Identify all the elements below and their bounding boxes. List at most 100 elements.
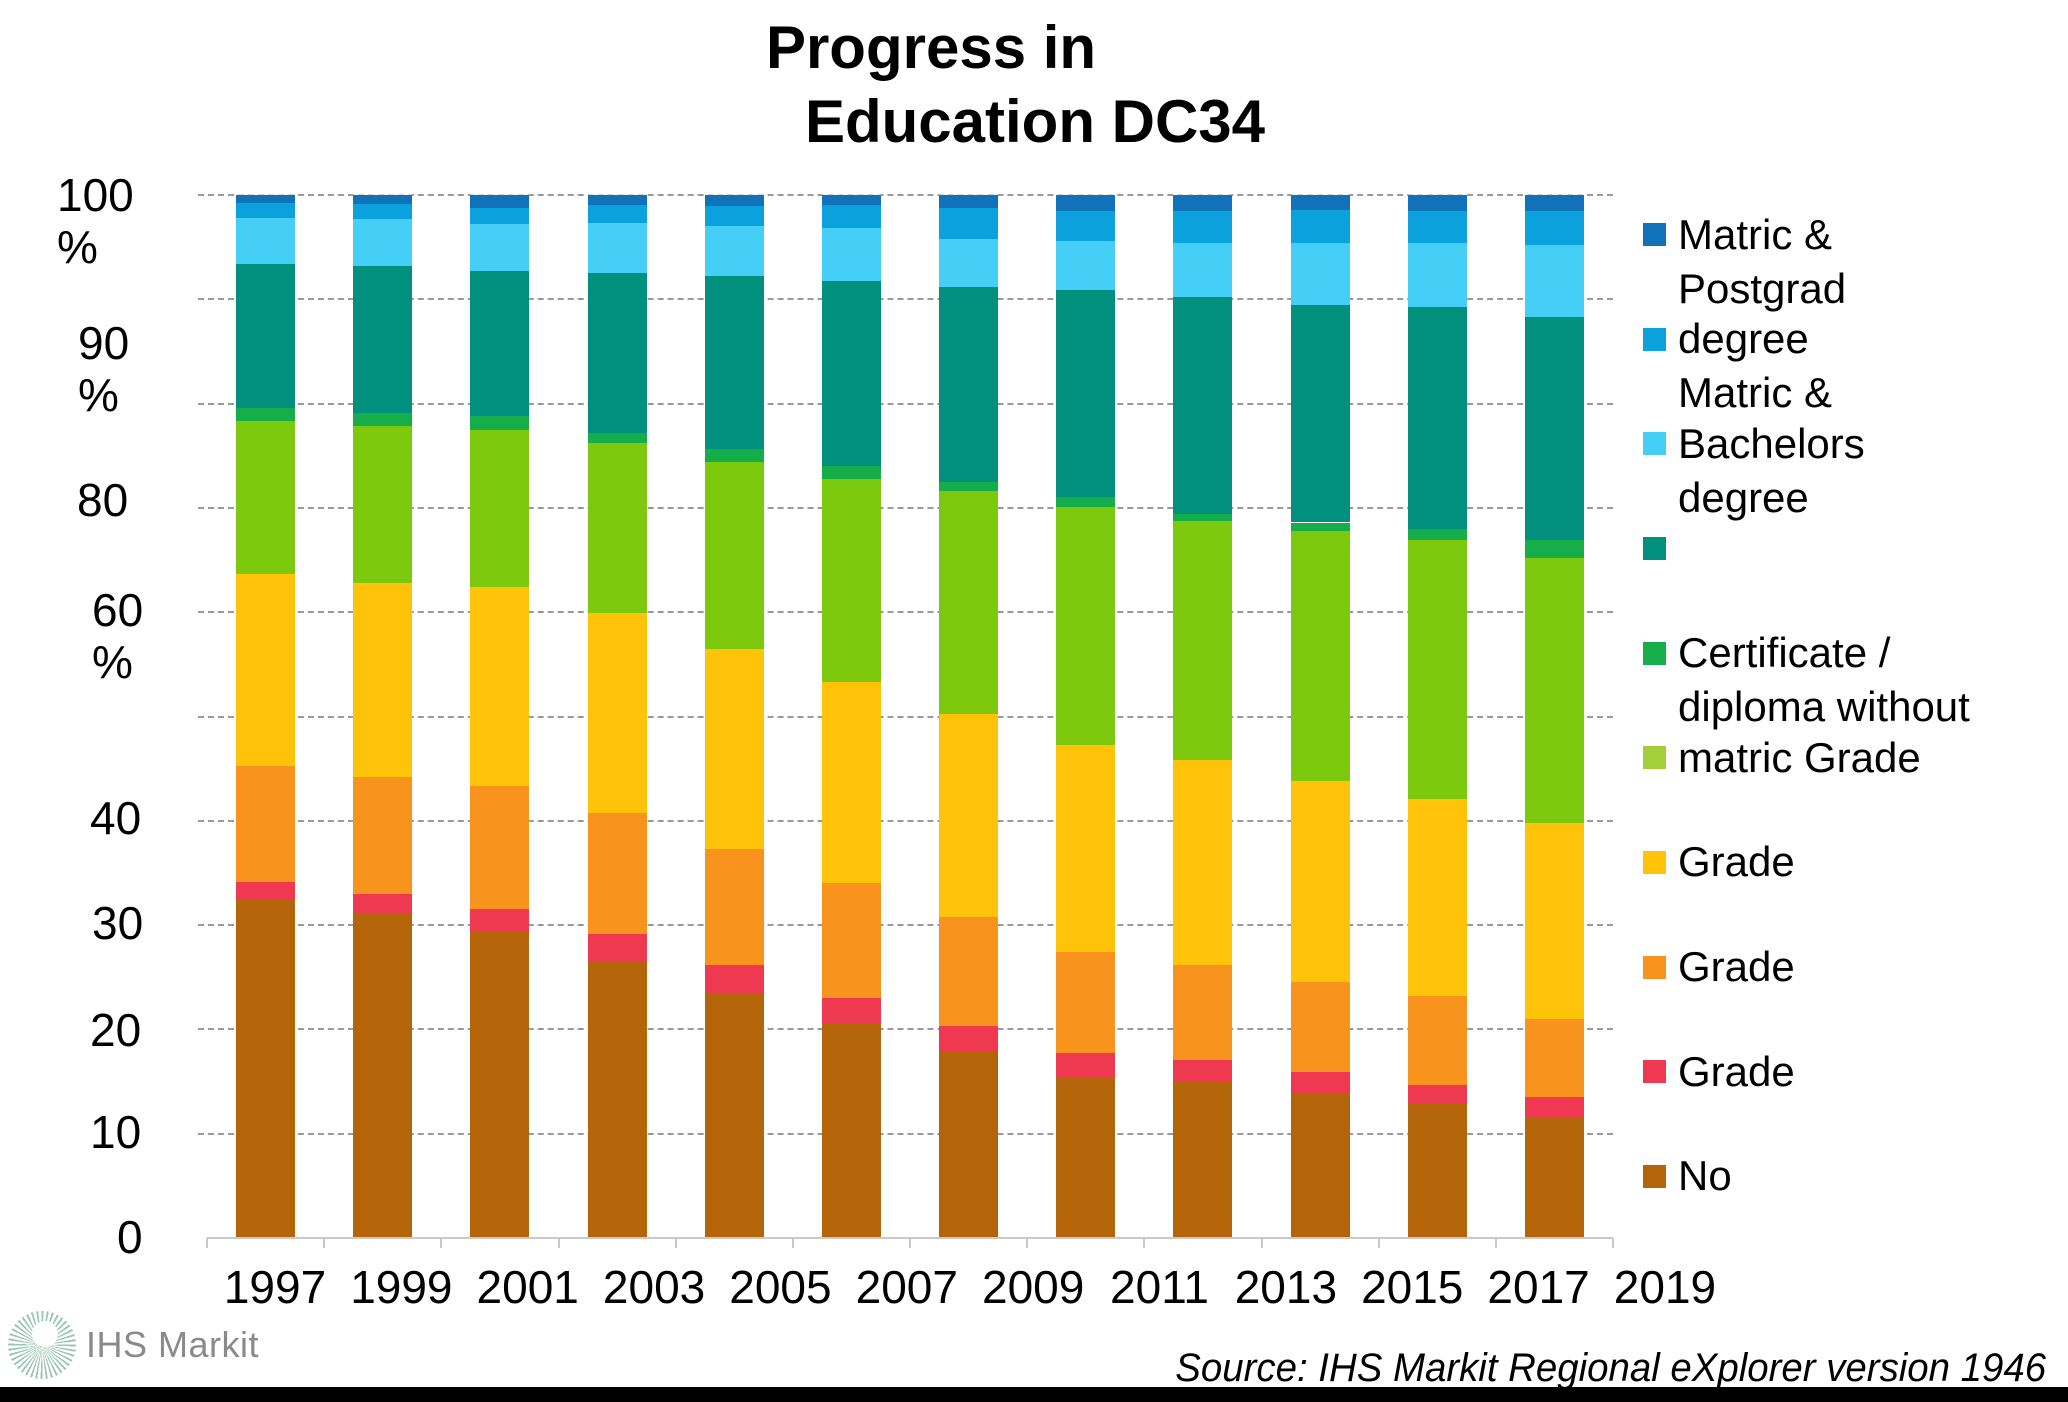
bar-segment-grade-orange [1290,982,1350,1073]
bar-segment-degree-matric [470,207,530,225]
bar-segment-teal-unlabeled [1290,304,1350,523]
bar-segment-matric_bachelors_degree [470,224,530,272]
bar-segment-grade-red [1407,1084,1467,1105]
bar-segment-grade-red [236,882,296,900]
legend-swatch [1643,955,1666,979]
gridline [198,1028,1613,1031]
bar-segment-no_schooling [1407,1104,1467,1238]
x-axis-label: 2011 [1110,1261,1209,1313]
bar-segment-matric_bachelors_degree [1407,242,1467,307]
bar-segment-grade-red [1290,1072,1350,1095]
bar-segment-certificate_diploma_without_matric [939,481,999,492]
gridline [198,924,1613,927]
legend-swatch [1643,1060,1666,1084]
bar-segment-matric_postgrad_degree [587,195,647,206]
bar-segment-degree-matric [821,205,881,229]
bar-segment-degree-matric [353,204,413,219]
x-axis-label: 1999 [350,1261,453,1313]
bar-segment-grade-red [1524,1097,1584,1117]
y-axis-label: 80 [77,474,129,526]
x-axis-label: 2005 [729,1261,832,1313]
bar-segment-matric_bachelors_degree [1056,240,1116,290]
bar-segment-teal-unlabeled [1407,306,1467,529]
bar-segment-grade-yellow [587,613,647,814]
bar-segment-matric_grade [1173,521,1233,761]
ihs-markit-logo-text: IHS Markit [86,1324,260,1365]
bar-segment-grade-red [1056,1053,1116,1078]
y-axis-label: 20 [90,1004,142,1056]
bar-segment-matric_postgrad_degree [470,195,530,208]
bar-segment-degree-matric [1056,210,1116,241]
x-axis-label: 2009 [981,1261,1085,1313]
legend-label: Bachelors degree [1678,419,1865,521]
bar-segment-certificate_diploma_without_matric [821,466,881,479]
gridline [198,298,1613,301]
bar-segment-certificate_diploma_without_matric [1290,522,1350,531]
bar-segment-grade-yellow [1524,822,1584,1019]
bar-segment-grade-red [587,934,647,961]
x-axis-tick [791,1238,794,1248]
bar-segment-matric_postgrad_degree [1407,195,1467,211]
legend-label: Grade [1678,1047,1795,1095]
bar-segment-matric_grade [587,443,647,614]
legend-swatch [1643,850,1666,874]
x-axis-tick [440,1238,443,1248]
legend-label: No [1678,1152,1732,1200]
x-axis-label: 2013 [1234,1261,1338,1313]
bar-segment-matric_bachelors_degree [1173,242,1233,298]
x-axis-tick [1377,1238,1380,1248]
bar-segment-matric_postgrad_degree [236,195,296,204]
bar-segment-no_schooling [353,912,413,1238]
legend-swatch [1643,641,1666,665]
bar-segment-teal-unlabeled [236,263,296,408]
bar-segment-grade-yellow [1290,781,1350,983]
x-axis-label: 2017 [1487,1261,1590,1313]
y-axis-label: 0 [117,1211,143,1263]
bar-segment-grade-yellow [1407,798,1467,997]
x-axis-tick [674,1238,677,1248]
bar-segment-matric_grade [1290,530,1350,782]
footer-black-bar [0,1387,2068,1402]
bar-segment-teal-unlabeled [939,286,999,482]
bar-segment-matric_postgrad_degree [1290,195,1350,210]
bar-segment-matric_bachelors_degree [236,217,296,264]
y-axis-label: 100 % [57,169,134,273]
x-axis-label: 2019 [1613,1261,1717,1313]
bar-segment-matric_bachelors_degree [704,226,764,277]
bar-segment-grade-orange [353,776,413,894]
x-axis-tick [323,1238,326,1248]
x-axis-tick [1026,1238,1029,1248]
bar-segment-grade-red [1173,1059,1233,1081]
legend-swatch [1643,536,1666,560]
y-axis-label: 60 % [92,584,144,688]
bar-segment-degree-matric [236,203,296,218]
bar-segment-grade-red [821,998,881,1025]
bar-segment-matric_postgrad_degree [353,195,413,205]
chart-title-line1: Progress in [765,14,1097,81]
bar-segment-grade-orange [1173,964,1233,1060]
bar-segment-certificate_diploma_without_matric [1407,528,1467,541]
gridline [198,715,1613,718]
bar-segment-matric_grade [939,491,999,715]
bar-segment-grade-yellow [704,648,764,849]
bar-segment-certificate_diploma_without_matric [704,449,764,462]
chart-title-line2: Education DC34 [804,88,1266,155]
legend-swatch [1643,432,1666,456]
source-note: Source: IHS Markit Regional eXplorer ver… [1175,1346,2046,1390]
legend-label: Grade [1678,838,1795,886]
gridline [198,1132,1613,1135]
bar-segment-grade-yellow [236,573,296,766]
bar-segment-matric_postgrad_degree [1524,195,1584,211]
legend-label: Matric & Postgrad [1678,210,1847,312]
bar-segment-matric_grade [821,478,881,683]
x-axis-tick [1612,1238,1614,1248]
bar-segment-no_schooling [1173,1080,1233,1238]
bar-segment-grade-red [939,1026,999,1052]
bar-segment-matric_bachelors_degree [821,228,881,281]
bar-segment-matric_bachelors_degree [1290,242,1350,305]
bar-segment-teal-unlabeled [470,271,530,417]
bar-segment-certificate_diploma_without_matric [1524,540,1584,558]
bar-segment-certificate_diploma_without_matric [353,412,413,426]
bar-segment-grade-red [704,964,764,994]
